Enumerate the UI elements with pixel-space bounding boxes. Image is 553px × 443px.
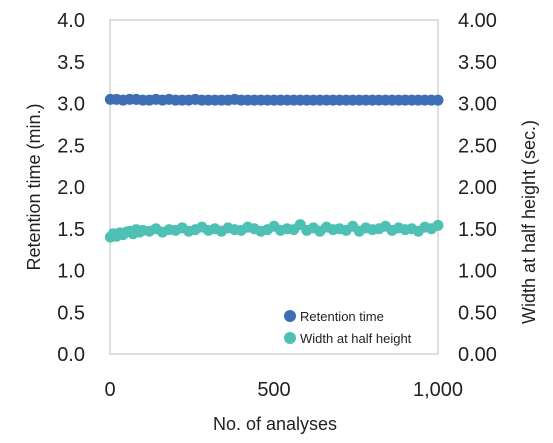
y-left-tick-label: 2.5 <box>57 135 85 157</box>
x-tick-label: 500 <box>257 379 290 401</box>
width-half-height-point <box>432 219 444 231</box>
legend-label-retention-time: Retention time <box>300 309 384 324</box>
y-axis-left-title: Retention time (min.) <box>24 103 44 270</box>
x-tick-label: 1,000 <box>413 379 463 401</box>
left-axis-ticks: 0.0 0.5 1.0 1.5 2.0 2.5 3.0 3.5 4.0 <box>57 10 85 366</box>
y-right-tick-label: 2.00 <box>458 177 497 199</box>
y-left-tick-label: 1.0 <box>57 261 85 283</box>
legend-label-width-half-height: Width at half height <box>300 331 412 346</box>
y-left-tick-label: 2.0 <box>57 177 85 199</box>
y-left-tick-label: 3.0 <box>57 94 85 116</box>
y-right-tick-label: 0.50 <box>458 302 497 324</box>
x-axis-ticks: 0 500 1,000 <box>104 379 463 401</box>
x-tick-label: 0 <box>104 379 115 401</box>
y-left-tick-label: 0.0 <box>57 344 85 366</box>
y-left-tick-label: 4.0 <box>57 10 85 32</box>
retention-time-point <box>432 94 444 106</box>
series-width-half-height <box>104 219 444 243</box>
y-right-tick-label: 3.00 <box>458 94 497 116</box>
y-left-tick-label: 3.5 <box>57 52 85 74</box>
y-right-tick-label: 3.50 <box>458 52 497 74</box>
legend-marker-retention-time <box>284 310 296 322</box>
y-right-tick-label: 1.00 <box>458 261 497 283</box>
series-layer <box>104 93 444 243</box>
legend: Retention time Width at half height <box>284 309 412 346</box>
legend-marker-width-half-height <box>284 332 296 344</box>
y-left-tick-label: 0.5 <box>57 302 85 324</box>
y-right-tick-label: 0.00 <box>458 344 497 366</box>
plot-frame <box>109 19 439 355</box>
y-right-tick-label: 1.50 <box>458 219 497 241</box>
x-axis-title: No. of analyses <box>213 414 337 434</box>
right-axis-ticks: 0.00 0.50 1.00 1.50 2.00 2.50 3.00 3.50 4.00 <box>458 10 497 366</box>
y-axis-right-title: Width at half height (sec.) <box>519 120 539 324</box>
series-retention-time <box>104 93 444 106</box>
y-right-tick-label: 2.50 <box>458 135 497 157</box>
y-right-tick-label: 4.00 <box>458 10 497 32</box>
y-left-tick-label: 1.5 <box>57 219 85 241</box>
